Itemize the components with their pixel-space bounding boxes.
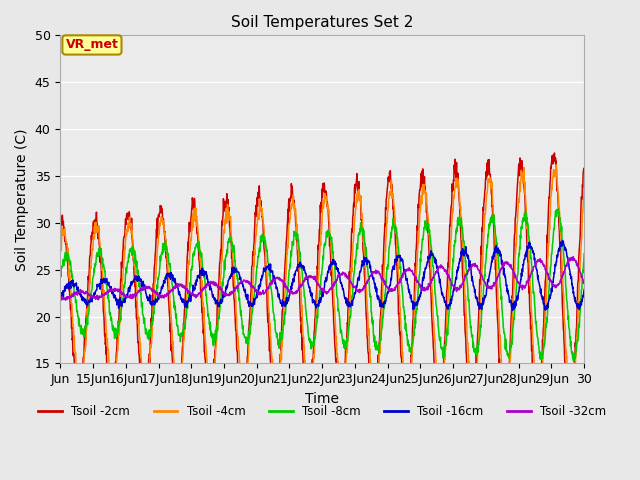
Tsoil -16cm	[559, 238, 566, 243]
Tsoil -16cm	[580, 287, 588, 292]
Tsoil -32cm	[523, 279, 531, 285]
Line: Tsoil -2cm: Tsoil -2cm	[60, 153, 584, 419]
Tsoil -16cm	[138, 282, 146, 288]
Tsoil -4cm	[138, 368, 146, 374]
Tsoil -4cm	[298, 314, 306, 320]
Tsoil -4cm	[522, 205, 530, 211]
Y-axis label: Soil Temperature (C): Soil Temperature (C)	[15, 128, 29, 271]
Text: VR_met: VR_met	[65, 38, 118, 51]
Tsoil -4cm	[56, 243, 64, 249]
Tsoil -2cm	[298, 335, 306, 341]
Tsoil -16cm	[56, 294, 64, 300]
Tsoil -16cm	[523, 248, 531, 253]
Tsoil -2cm	[580, 167, 588, 173]
Tsoil -32cm	[308, 274, 316, 280]
Tsoil -4cm	[445, 266, 453, 272]
Tsoil -8cm	[298, 271, 306, 276]
Tsoil -32cm	[61, 297, 69, 303]
Tsoil -8cm	[570, 359, 577, 364]
Tsoil -16cm	[509, 308, 516, 313]
Tsoil -8cm	[580, 251, 588, 256]
Tsoil -8cm	[445, 303, 453, 309]
Tsoil -8cm	[138, 300, 146, 306]
Tsoil -2cm	[308, 359, 316, 364]
Tsoil -2cm	[550, 150, 558, 156]
Tsoil -16cm	[574, 305, 582, 311]
Tsoil -16cm	[298, 263, 306, 269]
Tsoil -2cm	[574, 278, 582, 284]
Tsoil -4cm	[566, 405, 574, 410]
Tsoil -2cm	[533, 416, 541, 422]
Tsoil -32cm	[56, 294, 64, 300]
Tsoil -32cm	[574, 264, 582, 269]
Tsoil -8cm	[56, 276, 64, 281]
Tsoil -8cm	[522, 214, 530, 220]
Tsoil -32cm	[299, 280, 307, 286]
Tsoil -4cm	[308, 378, 316, 384]
Tsoil -4cm	[574, 314, 582, 320]
Tsoil -8cm	[574, 337, 582, 343]
Tsoil -2cm	[56, 224, 64, 230]
Line: Tsoil -4cm: Tsoil -4cm	[60, 165, 584, 408]
Tsoil -16cm	[308, 295, 316, 300]
Tsoil -32cm	[570, 254, 577, 260]
Tsoil -2cm	[522, 220, 530, 226]
X-axis label: Time: Time	[305, 392, 339, 406]
Line: Tsoil -32cm: Tsoil -32cm	[60, 257, 584, 300]
Tsoil -4cm	[552, 162, 560, 168]
Tsoil -2cm	[445, 238, 453, 243]
Line: Tsoil -16cm: Tsoil -16cm	[60, 240, 584, 311]
Legend: Tsoil -2cm, Tsoil -4cm, Tsoil -8cm, Tsoil -16cm, Tsoil -32cm: Tsoil -2cm, Tsoil -4cm, Tsoil -8cm, Tsoi…	[33, 401, 611, 423]
Tsoil -2cm	[138, 389, 146, 395]
Tsoil -32cm	[446, 277, 454, 283]
Tsoil -8cm	[308, 344, 316, 350]
Tsoil -16cm	[445, 302, 453, 308]
Tsoil -32cm	[139, 285, 147, 290]
Tsoil -4cm	[580, 181, 588, 187]
Tsoil -8cm	[554, 206, 562, 212]
Line: Tsoil -8cm: Tsoil -8cm	[60, 209, 584, 361]
Tsoil -32cm	[580, 279, 588, 285]
Title: Soil Temperatures Set 2: Soil Temperatures Set 2	[231, 15, 413, 30]
